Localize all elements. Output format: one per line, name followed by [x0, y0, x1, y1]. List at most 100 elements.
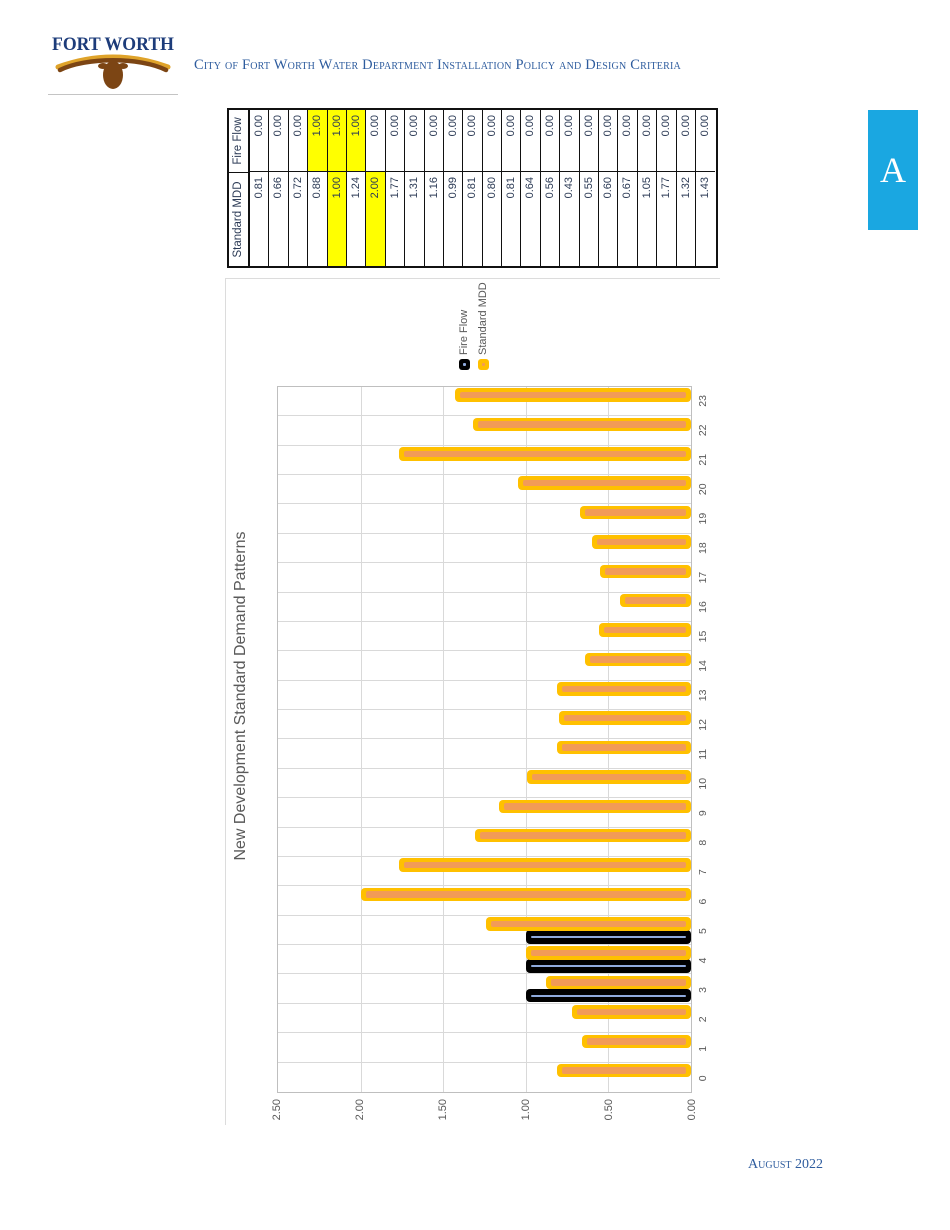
x-tick-label-5: 5 — [697, 928, 709, 934]
table-body: 0.81 0.00 0.66 0.00 0.72 0.00 0.88 1.00 1.00 1.00… — [250, 110, 716, 266]
x-tick-label-0: 0 — [697, 1075, 709, 1082]
table-row-hour-16: 0.43 0.00 — [560, 110, 580, 266]
category-gridline — [278, 562, 691, 564]
cell-standard-mdd-6: 2.00 — [366, 172, 385, 266]
category-gridline — [278, 1002, 691, 1004]
table-row-hour-7: 1.77 0.00 — [385, 110, 406, 266]
chart-legend: Fire Flow Standard MDD — [458, 282, 489, 370]
cell-fire-flow-9: 0.00 — [424, 110, 443, 172]
value-gridline — [443, 387, 445, 1092]
bar-stripe — [522, 480, 686, 487]
bar-standard-mdd-hour-17 — [600, 564, 691, 579]
category-gridline — [278, 532, 691, 534]
table-row-hour-12: 0.80 0.00 — [482, 110, 503, 266]
cell-standard-mdd-20: 1.05 — [640, 177, 653, 199]
table-row-hour-22: 1.32 0.00 — [676, 110, 696, 266]
table-row-hour-3: 0.88 1.00 — [308, 110, 328, 266]
category-gridline — [278, 474, 691, 476]
cell-standard-mdd-21: 1.77 — [660, 177, 673, 199]
bar-stripe — [530, 936, 686, 939]
category-gridline — [278, 738, 691, 740]
bar-standard-mdd-hour-12 — [558, 711, 691, 725]
bar-stripe — [530, 994, 686, 997]
x-tick-label-9: 9 — [697, 810, 709, 817]
cell-fire-flow-17: 0.00 — [579, 110, 599, 172]
bar-standard-mdd-hour-18 — [591, 535, 691, 549]
bar-standard-mdd-hour-15 — [598, 623, 691, 637]
cell-fire-flow-4: 1.00 — [327, 110, 346, 172]
bar-stripe — [563, 715, 686, 722]
x-tick-label-3: 3 — [697, 987, 709, 993]
category-gridline — [278, 797, 691, 799]
cell-standard-mdd-2: 0.72 — [291, 177, 304, 199]
bar-standard-mdd-hour-0 — [557, 1064, 691, 1078]
cell-standard-mdd-0: 0.81 — [253, 177, 265, 199]
table-row-hour-8: 1.31 0.00 — [405, 110, 425, 266]
y-tick-label-1.50: 1.50 — [437, 1099, 449, 1121]
bar-standard-mdd-hour-20 — [517, 476, 691, 490]
cell-fire-flow-15: 0.00 — [540, 110, 560, 172]
logo-wordmark: FORT WORTH — [52, 34, 174, 55]
bar-standard-mdd-hour-9 — [499, 799, 691, 814]
bar-stripe — [562, 744, 686, 751]
category-gridline — [278, 621, 691, 622]
x-tick-label-15: 15 — [697, 630, 709, 643]
document-title: City of Fort Worth Water Department Inst… — [194, 57, 681, 73]
cell-fire-flow-10: 0.00 — [443, 110, 463, 172]
footer-date: August 2022 — [748, 1157, 823, 1172]
value-gridline — [525, 387, 527, 1092]
cell-standard-mdd-23: 1.43 — [698, 177, 711, 199]
bar-standard-mdd-hour-19 — [580, 505, 691, 520]
x-tick-label-19: 19 — [697, 512, 709, 525]
bar-stripe — [624, 597, 686, 604]
x-tick-label-8: 8 — [697, 839, 709, 846]
x-tick-label-22: 22 — [697, 424, 709, 437]
bar-standard-mdd-hour-4 — [525, 946, 691, 960]
cell-fire-flow-20: 0.00 — [637, 110, 657, 172]
y-tick-label-2.50: 2.50 — [271, 1099, 283, 1121]
table-row-hour-14: 0.64 0.00 — [521, 110, 541, 266]
bar-stripe — [365, 891, 686, 898]
category-gridline — [278, 914, 691, 916]
category-gridline — [278, 944, 691, 946]
cell-standard-mdd-12: 0.80 — [485, 177, 498, 199]
cell-standard-mdd-3: 0.88 — [311, 177, 324, 199]
bar-standard-mdd-hour-5 — [486, 917, 691, 931]
table-row-hour-13: 0.81 0.00 — [502, 110, 522, 266]
demand-table-rotated-container: Standard MDD Fire Flow 0.81 0.00 0.66 0.00 0… — [227, 108, 718, 268]
category-gridline — [278, 767, 691, 769]
bar-standard-mdd-hour-11 — [557, 740, 691, 755]
y-tick-label-0.50: 0.50 — [603, 1099, 615, 1121]
cell-standard-mdd-18: 0.60 — [602, 177, 615, 199]
cell-fire-flow-21: 0.00 — [657, 110, 676, 172]
table-row-hour-1: 0.66 0.00 — [269, 110, 289, 266]
y-tick-label-1.00: 1.00 — [520, 1099, 532, 1121]
bar-standard-mdd-hour-2 — [572, 1005, 691, 1019]
appendix-a-tab: A — [868, 110, 918, 230]
bar-stripe — [562, 1067, 686, 1074]
bar-stripe — [403, 450, 686, 458]
legend-label-fire-flow: Fire Flow — [458, 309, 470, 355]
cell-fire-flow-22: 0.00 — [676, 110, 695, 172]
category-gridline — [278, 856, 691, 857]
table-row-hour-11: 0.81 0.00 — [463, 110, 483, 266]
cell-fire-flow-19: 0.00 — [618, 110, 637, 172]
demand-pattern-chart: New Development Standard Demand Patterns… — [226, 279, 721, 1126]
table-row-hour-10: 0.99 0.00 — [443, 110, 464, 266]
y-tick-label-2.00: 2.00 — [354, 1099, 366, 1121]
cell-standard-mdd-5: 1.24 — [349, 177, 362, 199]
bar-standard-mdd-hour-3 — [545, 975, 691, 990]
x-tick-label-1: 1 — [697, 1045, 709, 1052]
cell-fire-flow-11: 0.00 — [463, 110, 482, 172]
x-tick-label-11: 11 — [697, 748, 709, 760]
cell-standard-mdd-14: 0.64 — [524, 177, 537, 199]
category-gridline — [278, 826, 691, 828]
category-gridline — [278, 1032, 691, 1034]
cell-fire-flow-5: 1.00 — [346, 110, 366, 172]
cell-fire-flow-16: 0.00 — [560, 110, 579, 172]
x-tick-label-13: 13 — [697, 689, 709, 702]
fire-flow-legend-marker — [458, 359, 470, 370]
y-tick-label-0.00: 0.00 — [686, 1099, 698, 1121]
x-tick-label-12: 12 — [697, 719, 709, 731]
x-tick-label-2: 2 — [697, 1016, 709, 1023]
